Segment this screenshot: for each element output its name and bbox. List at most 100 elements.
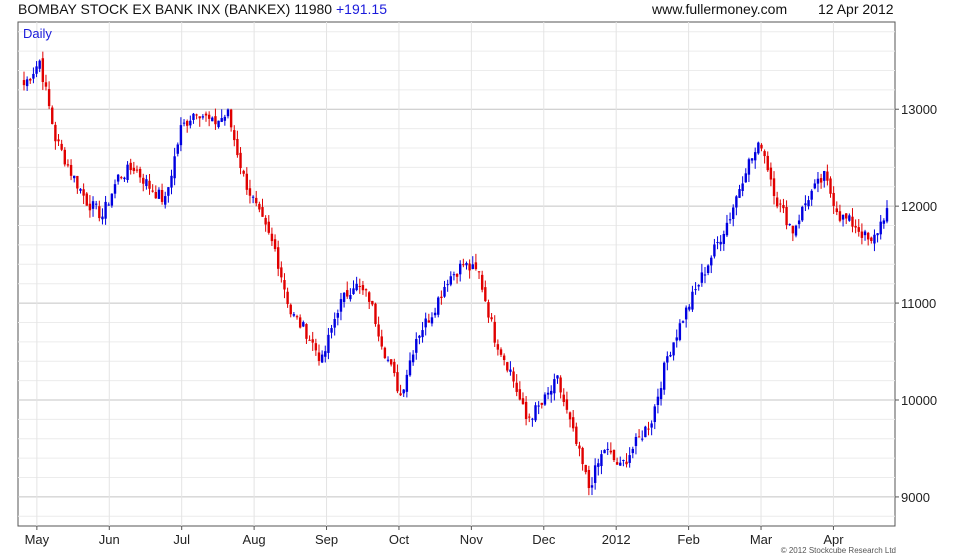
candle [528,413,531,423]
candle-body [41,58,45,82]
candle [371,300,374,307]
candle-body [741,183,744,191]
last-price: 11980 [294,1,333,17]
candle-body [405,374,409,392]
candle-body [239,152,242,169]
candle-body [389,359,393,365]
candle [628,447,631,468]
candle [854,219,857,234]
candle [775,191,779,209]
candle-body [609,450,613,453]
website-link[interactable]: www.fullermoney.com [652,1,788,17]
candle-body [672,342,675,356]
candle-body [57,139,60,142]
candle-body [88,203,92,211]
candle [424,312,427,336]
candle [123,176,126,182]
candle [91,196,95,217]
candle-body [273,239,277,250]
candle-body [352,288,355,295]
candle [669,351,672,358]
candle-body [374,303,377,325]
candle-body [885,208,889,222]
candle [386,356,390,363]
candle [44,74,48,91]
candle-body [851,216,854,227]
candle-body [424,318,427,328]
y-tick-label: 13000 [901,102,937,117]
candle-body [845,213,848,219]
candle [135,165,139,173]
candle [239,147,242,175]
candle-body [430,317,434,324]
candle [637,429,641,438]
x-tick-label: May [25,532,50,547]
candle-body [521,398,525,405]
candle [797,214,801,229]
candle-body [540,402,543,405]
candle [129,158,132,175]
candle-body [276,247,280,269]
candle [264,215,267,232]
candle-body [697,285,700,287]
candle [785,200,788,230]
candle [534,402,537,423]
period-label: Daily [23,26,52,41]
candle-body [550,390,553,395]
candle-body [835,208,838,213]
candle [462,258,465,268]
candle [766,151,769,172]
candle-body [794,225,798,236]
candle [772,171,776,205]
candle [691,285,694,312]
candle-body [251,196,255,198]
candle-body [101,216,104,220]
copyright-notice: © 2012 Stockcube Research Ltd [780,546,896,555]
candle-body [258,203,261,210]
candle [411,350,415,366]
candle-body [207,114,211,119]
candle-body [399,393,402,396]
candle-body [480,274,484,290]
chart-date: 12 Apr 2012 [818,1,894,17]
candle-body [838,211,842,221]
candle [757,141,760,155]
x-tick-label: Aug [243,532,266,547]
candle [283,273,286,299]
candle [625,453,628,468]
candle-body [499,349,503,355]
candle [421,321,424,343]
candle [88,195,92,218]
candle-body [154,191,158,199]
candle [98,200,101,222]
candle-body [593,465,597,483]
candle [333,312,336,336]
candle-body [509,369,512,372]
candle-body [189,120,192,126]
candle [430,312,434,327]
candle [851,208,854,233]
candle-body [584,464,587,473]
candle-body [870,237,873,241]
candle [571,410,575,432]
candle-body [760,144,763,149]
candle [879,214,882,240]
candle-body [160,189,164,202]
candle-body [465,263,468,266]
candle [838,204,842,223]
candle [753,147,757,169]
x-tick-label: 2012 [602,532,631,547]
candle-body [484,287,487,302]
candle [744,168,747,183]
candle [568,411,572,428]
candle [189,115,192,129]
candle-body [772,178,776,197]
candle [324,345,327,363]
candle-body [22,80,26,86]
candle [273,234,277,252]
candle [449,271,452,287]
candle [515,374,518,397]
instrument-title: BOMBAY STOCK EX BANK INX (BANKEX) 11980 … [18,1,387,17]
candle-body [286,291,289,305]
candle-body [490,317,493,320]
